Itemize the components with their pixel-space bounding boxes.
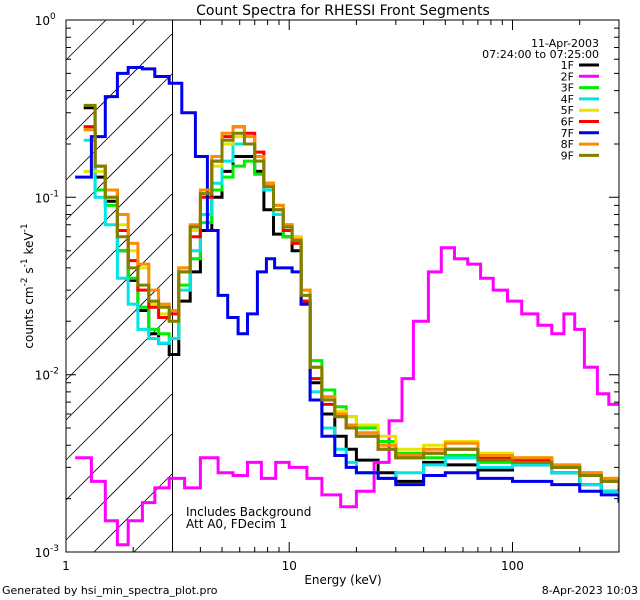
axis-ticks (65, 20, 620, 553)
series-6F (83, 125, 619, 492)
legend-label-1F: 1F (561, 59, 574, 72)
legend-label-2F: 2F (561, 70, 574, 83)
y-tick-label: 10 -2 (35, 367, 59, 383)
hatched-region (65, 19, 174, 553)
y-tick-label: 10 0 (35, 12, 56, 28)
series-7F (75, 66, 619, 503)
svg-text:10: 10 (35, 191, 50, 205)
hatch-lines (65, 19, 173, 553)
legend-label-4F: 4F (561, 93, 574, 106)
svg-text:10: 10 (35, 369, 50, 383)
plot-frame (65, 19, 620, 553)
x-tick-label: 10 (282, 559, 297, 573)
svg-text:10: 10 (35, 546, 50, 560)
legend-label-3F: 3F (561, 82, 574, 95)
legend-label-8F: 8F (561, 138, 574, 151)
series-3F (83, 125, 619, 492)
y-tick-label: 10 -3 (35, 544, 59, 560)
tick-marks (65, 20, 620, 553)
svg-text:-1: -1 (50, 189, 59, 199)
series-5F (83, 135, 619, 485)
y-axis-label: counts cm-2 s-1 keV-1 (20, 223, 36, 348)
series-2F (75, 246, 619, 547)
legend-label-9F: 9F (561, 149, 574, 162)
footer-timestamp: 8-Apr-2023 10:03 (541, 584, 638, 597)
annotation-attenuator: Att A0, FDecim 1 (186, 517, 287, 531)
time-range: 07:24:00 to 07:25:00 (482, 48, 599, 61)
svg-text:-2: -2 (50, 367, 59, 377)
annotation-background: Includes Background (186, 505, 311, 519)
x-tick-labels: 1 10 100 (62, 559, 524, 573)
x-axis-label: Energy (keV) (304, 573, 381, 587)
x-tick-label: 100 (501, 559, 524, 573)
footer-generated-by: Generated by hsi_min_spectra_plot.pro (2, 584, 218, 597)
series-9F (83, 103, 619, 488)
y-tick-label: 10 -1 (35, 189, 59, 205)
x-tick-label: 1 (62, 559, 70, 573)
svg-text:-3: -3 (50, 544, 59, 554)
y-axis-label-text: counts cm-2 s-1 keV-1 (20, 223, 36, 348)
legend-label-6F: 6F (561, 116, 574, 129)
chart-title: Count Spectra for RHESSI Front Segments (196, 3, 490, 19)
series-layer (75, 66, 619, 547)
legend-label-5F: 5F (561, 104, 574, 117)
observation-date: 11-Apr-2003 (531, 37, 599, 50)
svg-text:10: 10 (35, 14, 50, 28)
legend-label-7F: 7F (561, 127, 574, 140)
svg-text:0: 0 (50, 12, 56, 22)
series-4F (83, 138, 619, 503)
